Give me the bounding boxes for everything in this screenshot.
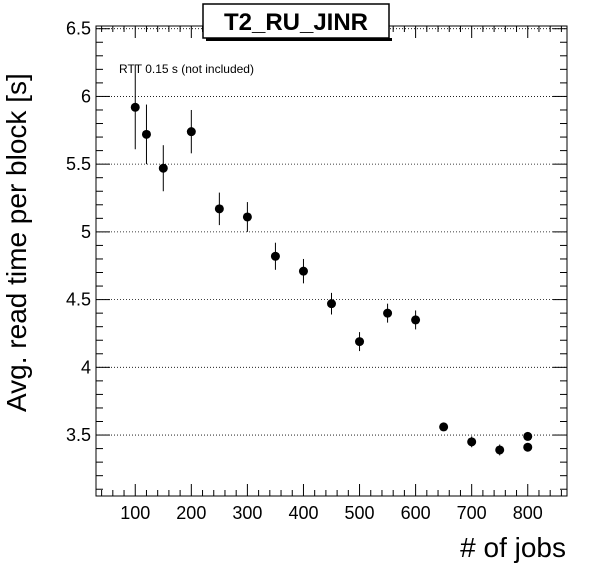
plot-frame <box>95 25 568 497</box>
data-point <box>130 102 140 112</box>
y-tick-label: 4 <box>81 357 91 377</box>
y-tick-label: 6.5 <box>66 19 91 39</box>
annotation-text: RTT 0.15 s (not included) <box>119 62 254 76</box>
y-axis-title: Avg. read time per block [s] <box>1 73 32 412</box>
data-point <box>298 266 308 276</box>
y-tick-label: 5.5 <box>66 154 91 174</box>
data-point <box>214 204 224 214</box>
data-point <box>158 163 168 173</box>
data-point <box>439 422 449 432</box>
data-point <box>242 212 252 222</box>
x-tick-label: 500 <box>345 503 375 523</box>
x-tick-label: 200 <box>176 503 206 523</box>
x-tick-label: 600 <box>401 503 431 523</box>
x-tick-label: 400 <box>288 503 318 523</box>
grid-lines <box>96 28 567 436</box>
data-point <box>141 129 151 139</box>
title-box-shadow <box>206 38 392 41</box>
y-tick-label: 5 <box>81 222 91 242</box>
title-box: T2_RU_JINR <box>202 3 392 41</box>
data-point <box>355 337 365 347</box>
y-tick-label: 3.5 <box>66 425 91 445</box>
x-tick-label: 700 <box>457 503 487 523</box>
data-point <box>270 251 280 261</box>
data-point <box>523 442 533 452</box>
x-axis-title: # of jobs <box>460 532 566 563</box>
data-point <box>186 127 196 137</box>
data-point <box>383 308 393 318</box>
data-point <box>327 299 336 309</box>
chart-title: T2_RU_JINR <box>224 9 368 36</box>
data-point <box>467 437 477 447</box>
data-point <box>411 315 421 325</box>
x-tick-label: 100 <box>120 503 150 523</box>
x-tick-label: 300 <box>232 503 262 523</box>
x-axis: 100 200 300 400 500 600 700 800 <box>101 26 562 523</box>
data-point <box>495 445 505 455</box>
y-tick-label: 4.5 <box>66 290 91 310</box>
data-point <box>523 431 533 441</box>
x-tick-label: 800 <box>513 503 543 523</box>
y-axis: 3.5 4 4.5 5 5.5 6 6.5 <box>66 19 567 490</box>
data-series <box>130 65 533 456</box>
y-tick-label: 6 <box>81 86 91 106</box>
